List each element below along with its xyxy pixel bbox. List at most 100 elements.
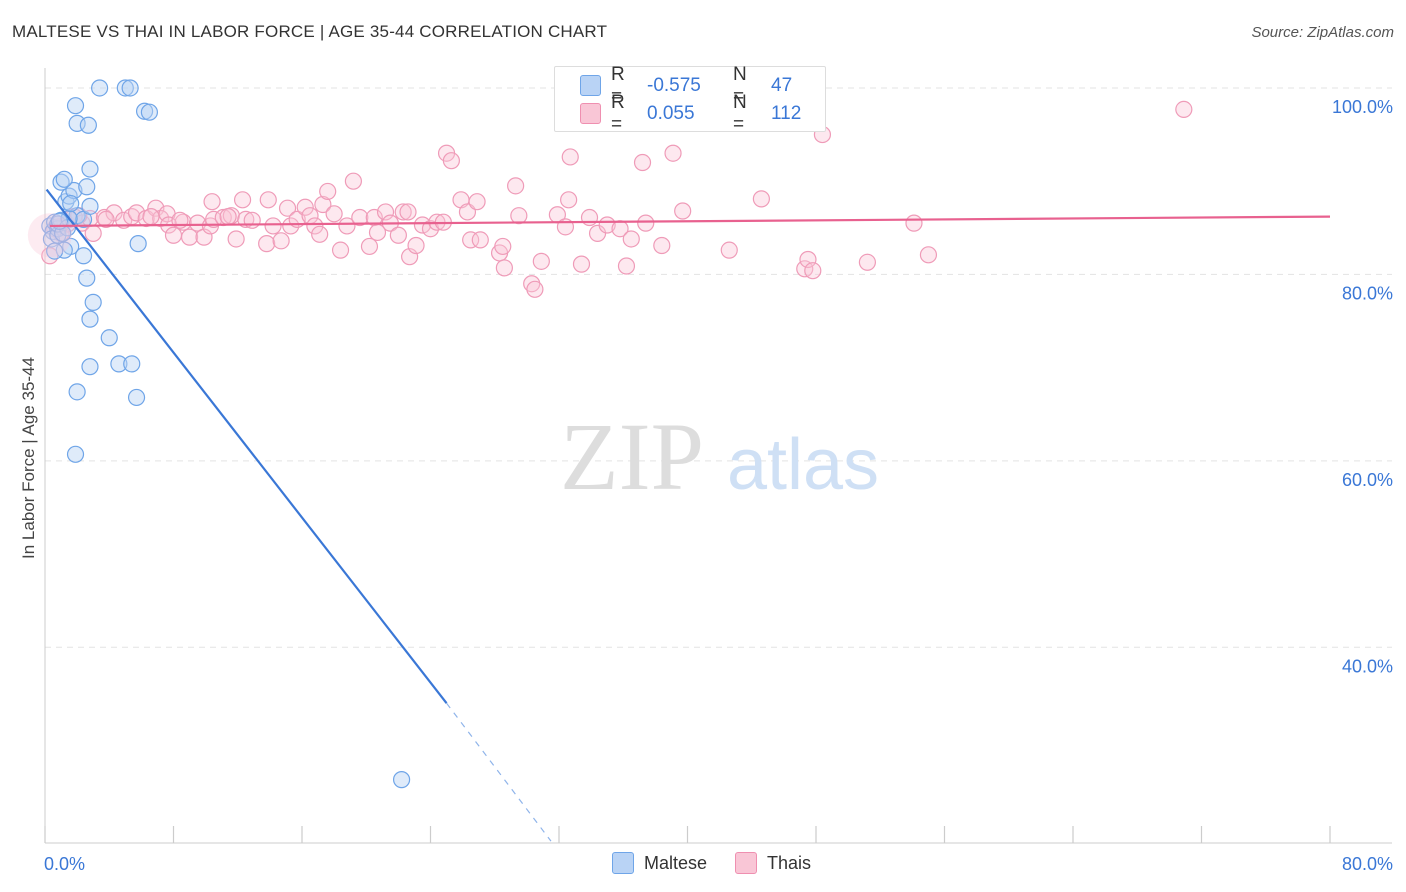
thais-point [1175,100,1193,119]
chart-title: MALTESE VS THAI IN LABOR FORCE | AGE 35-… [12,22,608,41]
x-tick-label: 0.0% [44,854,85,874]
legend-n-value-maltese: 47 [771,75,793,96]
thais-point [84,224,102,242]
maltese-point [74,247,93,265]
series-legend-thais[interactable]: Thais [735,852,811,874]
thais-point [633,153,652,172]
thais-point [622,230,640,248]
maltese-trend-extension [446,702,552,842]
thais-point [376,203,395,221]
thais-point [442,152,460,170]
maltese-point [100,329,118,347]
maltese-trend-line [45,188,448,704]
thais-point [532,252,550,270]
data-points [27,79,1193,789]
thais-point [720,241,738,259]
maltese-point [66,445,85,463]
thais-point [394,203,412,221]
correlation-legend: R = -0.575 N = 47 R = 0.055 N = 112 [554,64,826,135]
thais-point [572,255,591,273]
maltese-point [78,178,96,196]
maltese-point [81,358,99,376]
watermark-atlas: atlas [727,425,879,505]
thais-point [637,214,655,232]
maltese-point [65,181,83,200]
thais-point [325,205,343,223]
thais-point [311,225,329,243]
series-label-maltese: Maltese [644,852,708,873]
thais-point [97,210,115,228]
thais-point [560,191,578,209]
thais-point [278,199,297,217]
maltese-point [123,355,141,373]
y-tick-label: 40.0% [1342,656,1393,676]
maltese-point [79,116,97,134]
maltese-point [91,79,109,97]
thais-point [243,211,261,229]
thais-point [507,177,525,195]
thais-point [399,203,417,221]
source-label: Source: ZipAtlas.com [1251,24,1394,41]
thais-point [338,217,356,235]
legend-r-value-maltese: -0.575 [647,75,701,96]
series-label-thais: Thais [767,852,812,873]
thais-point [219,208,237,226]
maltese-point [84,293,102,311]
thais-point [258,235,276,253]
thais-point [142,208,160,226]
thais-point [331,241,350,259]
maltese-point [81,197,99,215]
thais-point [752,190,770,208]
thais-point [494,237,512,256]
legend-r-value-thais: 0.055 [647,103,695,124]
maltese-point [127,388,146,407]
maltese-point [121,79,139,97]
maltese-point [46,242,64,260]
legend-r-label: R = [611,64,625,107]
thais-point [264,217,282,235]
thais-point [233,191,252,209]
thais-point [344,172,362,190]
maltese-point [116,79,134,97]
trend-lines [45,188,1331,842]
y-tick-label: 60.0% [1342,470,1393,490]
series-legend: Maltese Thais [612,852,839,874]
thais-point [413,216,432,234]
thais-point [282,217,300,235]
thais-point [526,280,544,298]
thais-point [306,217,324,235]
thais-cluster-point [27,213,72,258]
maltese-point [66,97,85,115]
series-swatch-thais [735,852,758,874]
tick-labels: 40.0% 60.0% 80.0% 100.0% 0.0% 80.0% [44,97,1393,874]
y-tick-label: 100.0% [1332,97,1393,117]
series-legend-maltese[interactable]: Maltese [612,852,707,874]
thais-point [296,198,314,216]
thais-point [617,257,636,275]
maltese-point [52,173,70,191]
thais-point [858,253,877,271]
thais-point [314,195,332,214]
thais-point [664,144,682,162]
thais-point [259,191,277,209]
legend-n-label: N = [733,64,747,107]
thais-point [407,236,425,255]
thais-point [462,231,480,249]
thais-point [468,193,486,211]
maltese-point [55,170,73,188]
legend-n-value-thais: 112 [771,103,802,124]
maltese-point [140,103,159,121]
x-tick-label: 80.0% [1342,854,1393,874]
series-swatch-maltese [612,852,634,874]
thais-point [319,182,337,201]
maltese-point [110,355,128,373]
legend-r-label: R = [611,92,625,135]
maltese-point [81,310,99,328]
thais-point [203,193,221,211]
thais-point [180,228,199,246]
thais-point [561,148,579,166]
thais-point [188,214,207,232]
thais-point [905,214,923,232]
thais-point [674,202,692,220]
